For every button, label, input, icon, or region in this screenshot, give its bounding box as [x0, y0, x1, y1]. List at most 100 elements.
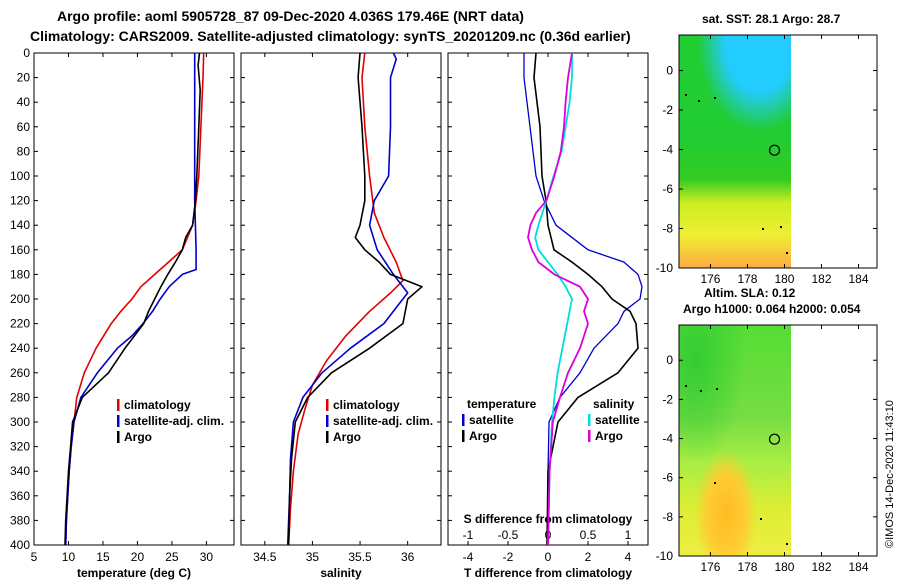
depth-tick-label: 180 — [10, 267, 30, 281]
salinity-plot-area — [240, 52, 442, 546]
sst-map-title: sat. SST: 28.1 Argo: 28.7 — [702, 12, 841, 26]
legend-label: Argo — [469, 429, 497, 443]
depth-tick-label: 20 — [17, 71, 31, 85]
temperature-panel: 0 20 40 60 80 100 120 140 160 180 200 220 240 260 280 3… — [10, 46, 235, 580]
sla-map-lon-label: 184 — [848, 560, 868, 574]
legend-swatch — [588, 414, 591, 426]
sst-map-lon-label: 182 — [811, 272, 831, 286]
sst-map-lon-label: 178 — [737, 272, 757, 286]
temperature-plot-area — [33, 52, 235, 546]
temperature-xtick-label: 15 — [96, 550, 110, 564]
depth-tick-label: 400 — [10, 538, 30, 552]
depth-tick-label: 280 — [10, 390, 30, 404]
depth-tick-label: 60 — [17, 120, 31, 134]
legend-swatch — [462, 414, 465, 426]
difference-xtick-label: -4 — [463, 550, 474, 564]
header-line1: Argo profile: aoml 5905728_87 09-Dec-202… — [57, 8, 524, 24]
temperature-xlabel: temperature (deg C) — [77, 566, 191, 580]
sst-land-dots — [685, 94, 788, 254]
sla-map-lon-label: 180 — [774, 560, 794, 574]
depth-tick-label: 300 — [10, 415, 30, 429]
difference-xtick-label: -2 — [503, 550, 514, 564]
depth-tick-label: 240 — [10, 341, 30, 355]
difference-xtick-label: 0 — [545, 550, 552, 564]
sst-map-frame — [678, 34, 878, 269]
sst-map-lat-label: -10 — [656, 261, 674, 275]
sla-map-title-1: Altim. SLA: 0.12 — [704, 286, 796, 300]
legend-swatch — [326, 399, 329, 411]
sla-map: 176 178 180 182 184 0 -2 -4 -6 -8 -10 — [656, 324, 878, 574]
legend-swatch — [117, 399, 120, 411]
legend-label: satellite-adj. clim. — [333, 414, 433, 428]
sal-climatology-line — [287, 52, 404, 546]
timestamp: ©IMOS 14-Dec-2020 11:43:10 — [884, 400, 896, 548]
sst-cool-region — [679, 35, 791, 195]
legend-swatch — [588, 430, 591, 442]
legend-label: Argo — [333, 430, 361, 444]
temperature-xtick-label: 10 — [62, 550, 76, 564]
sst-map-lon-label: 184 — [848, 272, 868, 286]
legend-swatch — [462, 430, 465, 442]
s-diff-tick-label: -0.5 — [498, 528, 519, 542]
s-diff-tick-label: -1 — [463, 528, 474, 542]
sal-satellite-adj-clim--line — [286, 52, 409, 546]
sla-map-lat-label: -6 — [662, 471, 673, 485]
sla-float-marker — [768, 433, 781, 445]
difference-xtick-label: 2 — [585, 550, 592, 564]
salinity-xtick-label: 35 — [306, 550, 320, 564]
temp-argo-line — [64, 52, 201, 546]
depth-tick-label: 260 — [10, 366, 30, 380]
legend-swatch — [117, 415, 120, 427]
salinity-xtick-label: 35.5 — [348, 550, 372, 564]
legend-title-salinity: salinity — [593, 397, 635, 411]
legend-swatch — [117, 431, 120, 443]
sst-map-lat-label: 0 — [666, 64, 673, 78]
depth-tick-label: 200 — [10, 292, 30, 306]
sla-map-lon-label: 178 — [737, 560, 757, 574]
depth-tick-label: 80 — [17, 144, 31, 158]
legend-label: Argo — [124, 430, 152, 444]
sla-map-lat-label: 0 — [666, 353, 673, 367]
sst-map-lat-label: -6 — [662, 182, 673, 196]
depth-tick-label: 0 — [23, 46, 30, 60]
salinity-xlabel: salinity — [320, 566, 362, 580]
legend-label: climatology — [333, 398, 400, 412]
sla-map-lat-label: -8 — [662, 510, 673, 524]
legend-label: satellite — [469, 413, 514, 427]
salinity-xtick-label: 36 — [401, 550, 415, 564]
depth-tick-label: 120 — [10, 194, 30, 208]
sal-argo-line — [287, 52, 423, 546]
temperature-xtick-label: 5 — [31, 550, 38, 564]
s-diff-tick-label: 1 — [625, 528, 632, 542]
salinity-xtick-label: 34.5 — [253, 550, 277, 564]
depth-tick-label: 140 — [10, 218, 30, 232]
sst-map-lat-label: -2 — [662, 103, 673, 117]
temperature-xtick-label: 30 — [200, 550, 214, 564]
sla-land-dots — [685, 385, 788, 545]
sla-map-title-2: Argo h1000: 0.064 h2000: 0.054 — [683, 302, 861, 316]
sdiff-satellite-line — [534, 53, 573, 546]
legend-label: Argo — [595, 429, 623, 443]
depth-tick-label: 220 — [10, 317, 30, 331]
difference-xtick-label: 4 — [625, 550, 632, 564]
legend-swatch — [326, 431, 329, 443]
sst-map-lat-label: -8 — [662, 222, 673, 236]
depth-tick-label: 40 — [17, 95, 31, 109]
depth-tick-label: 380 — [10, 513, 30, 527]
depth-tick-label: 100 — [10, 169, 30, 183]
sdiff-argo-line — [527, 52, 589, 546]
depth-tick-label: 160 — [10, 243, 30, 257]
legend-label: satellite — [595, 413, 640, 427]
sla-map-lon-label: 176 — [700, 560, 720, 574]
legend-title-temperature: temperature — [467, 397, 537, 411]
legend-swatch — [326, 415, 329, 427]
depth-tick-label: 340 — [10, 464, 30, 478]
sla-map-lat-label: -10 — [656, 549, 674, 563]
sst-map-lon-label: 176 — [700, 272, 720, 286]
sla-map-lat-label: -4 — [662, 432, 673, 446]
temperature-xtick-label: 20 — [131, 550, 145, 564]
sst-map: 176 178 180 182 184 0 -2 -4 -6 -8 -10 — [656, 34, 878, 286]
sla-high-region — [679, 325, 791, 556]
